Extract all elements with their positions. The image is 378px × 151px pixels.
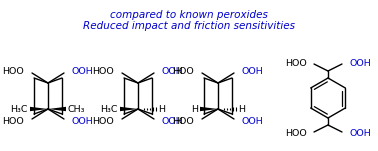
Text: H: H (158, 104, 165, 114)
Text: H: H (191, 104, 198, 114)
Polygon shape (120, 107, 138, 111)
Polygon shape (200, 107, 218, 111)
Text: HOO: HOO (285, 129, 307, 138)
Text: OOH: OOH (349, 58, 371, 67)
Text: HOO: HOO (2, 117, 24, 125)
Text: OOH: OOH (242, 66, 264, 76)
Text: HOO: HOO (285, 58, 307, 67)
Text: H: H (238, 104, 245, 114)
Text: compared to known peroxides: compared to known peroxides (110, 10, 268, 20)
Text: OOH: OOH (162, 66, 184, 76)
Text: HOO: HOO (172, 117, 194, 125)
Text: OOH: OOH (72, 117, 94, 125)
Polygon shape (30, 107, 48, 111)
Text: HOO: HOO (172, 66, 194, 76)
Text: OOH: OOH (242, 117, 264, 125)
Text: OOH: OOH (162, 117, 184, 125)
Text: H₃C: H₃C (11, 104, 28, 114)
Text: HOO: HOO (92, 117, 114, 125)
Text: CH₃: CH₃ (68, 104, 85, 114)
Polygon shape (48, 107, 66, 111)
Text: H₃C: H₃C (101, 104, 118, 114)
Text: HOO: HOO (2, 66, 24, 76)
Text: Reduced impact and friction sensitivities: Reduced impact and friction sensitivitie… (83, 21, 295, 31)
Text: OOH: OOH (349, 129, 371, 138)
Text: HOO: HOO (92, 66, 114, 76)
Text: OOH: OOH (72, 66, 94, 76)
